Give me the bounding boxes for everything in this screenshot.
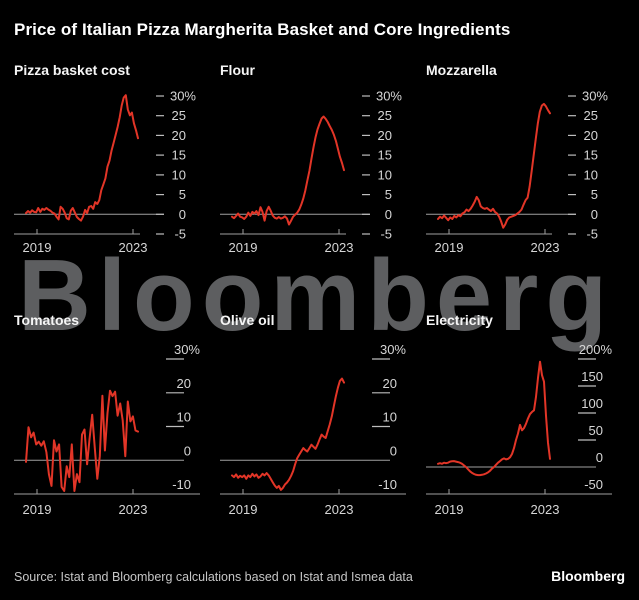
y-tick-label: -5 — [380, 227, 392, 242]
line-chart-svg: 2019 2023 30% 20 10 0 -10 — [14, 342, 200, 517]
x-tick-label: 2019 — [435, 502, 464, 517]
chart-plot: 2019 2023 30% 25 20 15 10 5 0 -5 — [14, 84, 214, 262]
chart-pizza-basket-cost: Pizza basket cost 2019 2023 30% 25 20 15 10 5 0 -… — [14, 62, 214, 262]
y-tick-label: 0 — [179, 207, 186, 222]
y-tick-label: 30% — [380, 342, 406, 357]
series-line — [231, 115, 345, 226]
chart-plot: 2019 2023 30% 25 20 15 10 5 0 -5 — [426, 84, 626, 262]
x-tick-label: 2023 — [325, 240, 354, 255]
y-tick-label: 10 — [584, 167, 598, 182]
x-tick-label: 2023 — [119, 240, 148, 255]
chart-tomatoes: Tomatoes 2019 2023 30% 20 10 0 -10 — [14, 312, 214, 524]
source-note: Source: Istat and Bloomberg calculations… — [14, 570, 413, 584]
y-tick-label: 200% — [579, 342, 613, 357]
y-tick-label: 30% — [170, 89, 196, 104]
y-tick-label: 0 — [390, 443, 397, 458]
x-tick-label: 2019 — [435, 240, 464, 255]
y-tick-label: 15 — [378, 148, 392, 163]
chart-plot: 2019 2023 30% 20 10 0 -10 — [220, 334, 420, 524]
y-tick-label: 10 — [177, 410, 191, 425]
y-tick-label: 5 — [385, 187, 392, 202]
x-tick-label: 2023 — [531, 502, 560, 517]
series-line — [25, 389, 139, 492]
x-tick-label: 2023 — [325, 502, 354, 517]
y-tick-label: 20 — [383, 376, 397, 391]
x-tick-label: 2019 — [23, 240, 52, 255]
line-chart-svg: 2019 2023 30% 25 20 15 10 5 0 -5 — [220, 89, 402, 255]
x-tick-label: 2023 — [531, 240, 560, 255]
chart-flour: Flour 2019 2023 30% 25 20 15 10 5 0 -5 — [220, 62, 420, 262]
chart-olive-oil: Olive oil 2019 2023 30% 20 10 0 -10 — [220, 312, 420, 524]
line-chart-svg: 2019 2023 30% 25 20 15 10 5 0 -5 — [426, 89, 608, 255]
y-tick-label: 0 — [591, 207, 598, 222]
chart-title: Electricity — [426, 312, 493, 328]
y-tick-label: 30% — [174, 342, 200, 357]
y-tick-label: 10 — [378, 167, 392, 182]
y-tick-label: 10 — [172, 167, 186, 182]
y-tick-label: 15 — [584, 148, 598, 163]
y-tick-label: 100 — [581, 396, 603, 411]
y-tick-label: -10 — [172, 477, 191, 492]
y-tick-label: 20 — [172, 128, 186, 143]
y-tick-label: 20 — [378, 128, 392, 143]
y-tick-label: 5 — [179, 187, 186, 202]
chart-mozzarella: Mozzarella 2019 2023 30% 25 20 15 10 5 0 -5 — [426, 62, 626, 262]
y-tick-label: 150 — [581, 369, 603, 384]
chart-title: Tomatoes — [14, 312, 80, 328]
line-chart-svg: 2019 2023 30% 25 20 15 10 5 0 -5 — [14, 89, 196, 255]
x-tick-label: 2019 — [229, 502, 258, 517]
x-tick-label: 2019 — [229, 240, 258, 255]
y-tick-label: 15 — [172, 148, 186, 163]
chart-plot: 2019 2023 30% 20 10 0 -10 — [14, 334, 214, 524]
y-tick-label: 0 — [184, 443, 191, 458]
y-tick-label: -10 — [378, 477, 397, 492]
y-tick-label: 20 — [177, 376, 191, 391]
line-chart-svg: 2019 2023 30% 20 10 0 -10 — [220, 342, 406, 517]
y-tick-label: 50 — [589, 423, 603, 438]
bloomberg-logo: Bloomberg — [551, 568, 625, 584]
y-tick-label: 5 — [591, 187, 598, 202]
y-tick-label: -5 — [586, 227, 598, 242]
y-tick-label: 30% — [582, 89, 608, 104]
x-tick-label: 2023 — [119, 502, 148, 517]
y-tick-label: 10 — [383, 410, 397, 425]
chart-title: Mozzarella — [426, 62, 497, 78]
y-tick-label: -50 — [584, 477, 603, 492]
chart-electricity: Electricity 2019 2023 200% 150 100 50 0 -50 — [426, 312, 626, 524]
y-tick-label: 20 — [584, 128, 598, 143]
series-line — [25, 94, 139, 222]
chart-plot: 2019 2023 30% 25 20 15 10 5 0 -5 — [220, 84, 420, 262]
y-tick-label: 25 — [378, 108, 392, 123]
x-tick-label: 2019 — [23, 502, 52, 517]
y-tick-label: 0 — [596, 450, 603, 465]
chart-title: Flour — [220, 62, 255, 78]
y-tick-label: 0 — [385, 207, 392, 222]
chart-title: Pizza basket cost — [14, 62, 130, 78]
page-title: Price of Italian Pizza Margherita Basket… — [14, 20, 511, 39]
y-tick-label: 25 — [584, 108, 598, 123]
y-tick-label: 25 — [172, 108, 186, 123]
series-line — [437, 102, 551, 229]
footer: Source: Istat and Bloomberg calculations… — [0, 566, 639, 590]
chart-plot: 2019 2023 200% 150 100 50 0 -50 — [426, 334, 626, 524]
y-tick-label: -5 — [174, 227, 186, 242]
chart-title: Olive oil — [220, 312, 275, 328]
series-line — [231, 377, 345, 491]
series-line — [437, 360, 551, 477]
line-chart-svg: 2019 2023 200% 150 100 50 0 -50 — [426, 342, 613, 517]
y-tick-label: 30% — [376, 89, 402, 104]
bloomberg-watermark: Bloomberg — [18, 240, 615, 352]
